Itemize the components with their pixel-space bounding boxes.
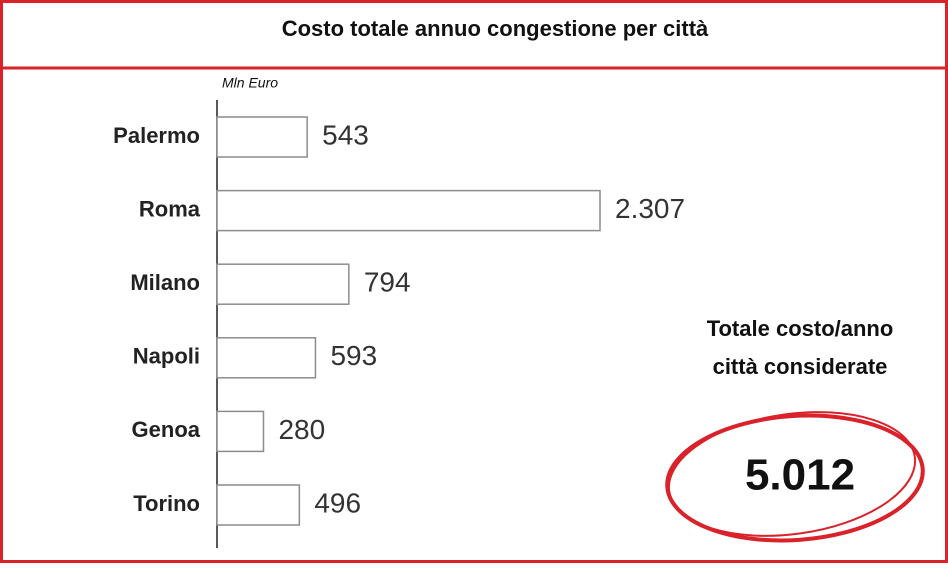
category-label: Roma: [139, 196, 201, 221]
category-label: Genoa: [132, 417, 201, 442]
category-label: Palermo: [113, 123, 200, 148]
circle-stroke: [665, 413, 925, 543]
highlight-circle: [665, 411, 925, 543]
bar: [216, 337, 317, 379]
total-value: 5.012: [745, 451, 855, 500]
value-label: 593: [330, 340, 377, 371]
bar: [216, 116, 308, 158]
category-label: Torino: [133, 491, 200, 516]
annotation: Totale costo/anno: [707, 316, 894, 341]
bar: [216, 410, 265, 453]
category-label: Napoli: [133, 344, 200, 369]
value-label: 496: [314, 487, 361, 518]
annotation: città considerate: [713, 354, 888, 379]
value-label: 2.307: [615, 193, 685, 224]
category-label: Milano: [130, 270, 200, 295]
value-label: 794: [364, 267, 411, 298]
bar: [216, 484, 301, 526]
value-label: 543: [322, 119, 369, 150]
unit-label: Mln Euro: [222, 75, 278, 91]
circle-stroke: [667, 411, 917, 537]
bar: [216, 263, 350, 305]
chart-title: Costo totale annuo congestione per città: [282, 16, 709, 41]
value-label: 280: [278, 414, 325, 445]
bar: [216, 189, 601, 232]
